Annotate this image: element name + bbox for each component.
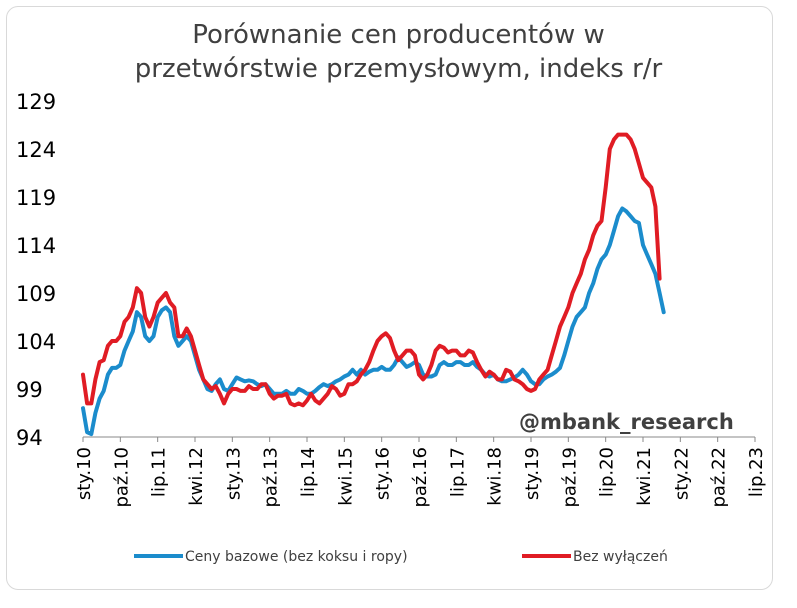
series-lines [81, 132, 666, 437]
y-tick-label: 124 [16, 138, 56, 162]
x-tick-label: lip.14 [298, 447, 319, 497]
x-tick-label: lip.20 [597, 447, 618, 497]
x-tick-label: kwi.21 [634, 447, 655, 506]
x-tick-label: paź.10 [111, 447, 132, 508]
series-line-bez-wylaczen [81, 132, 662, 408]
x-axis: sty.10 paź.10 lip.11 kwi.12 sty.13 paź.13 lip.… [74, 436, 767, 508]
legend-label: Ceny bazowe (bez koksu i ropy) [185, 549, 408, 565]
x-tick-label: paź.13 [261, 447, 282, 508]
chart-title: Porównanie cen producentów w przetwórstw… [0, 18, 797, 86]
x-tick-label: lip.17 [447, 447, 468, 497]
x-tick-label: sty.19 [522, 447, 543, 500]
x-tick-label: sty.22 [671, 447, 692, 500]
y-axis: 129 124 119 114 109 104 99 94 [16, 90, 56, 450]
y-tick-label: 99 [16, 378, 43, 402]
chart-title-line1: Porównanie cen producentów w [192, 20, 605, 50]
x-tick-label: lip.11 [149, 447, 170, 497]
x-tick-label: sty.16 [373, 447, 394, 500]
x-tick-label: kwi.15 [335, 447, 356, 506]
y-tick-label: 109 [16, 282, 56, 306]
x-tick-label: paź.16 [410, 447, 431, 508]
x-tick-label: paź.19 [559, 447, 580, 508]
y-tick-label: 129 [16, 90, 56, 114]
x-tick-label: sty.13 [223, 447, 244, 500]
watermark: @mbank_research [519, 410, 734, 434]
legend: Ceny bazowe (bez koksu i ropy) Bez wyłącz… [134, 549, 668, 565]
x-tick-label: paź.22 [709, 447, 730, 508]
legend-label: Bez wyłączeń [573, 549, 668, 565]
x-tick-label: sty.10 [74, 447, 95, 500]
x-tick-label: lip.23 [746, 447, 767, 497]
y-tick-label: 94 [16, 426, 43, 450]
y-tick-label: 119 [16, 186, 56, 210]
chart-title-line2: przetwórstwie przemysłowym, indeks r/r [134, 54, 663, 84]
x-tick-label: kwi.18 [485, 447, 506, 506]
series-line-ceny-bazowe [81, 206, 666, 437]
y-tick-label: 104 [16, 330, 56, 354]
x-tick-label: kwi.12 [186, 447, 207, 506]
y-tick-label: 114 [16, 234, 56, 258]
